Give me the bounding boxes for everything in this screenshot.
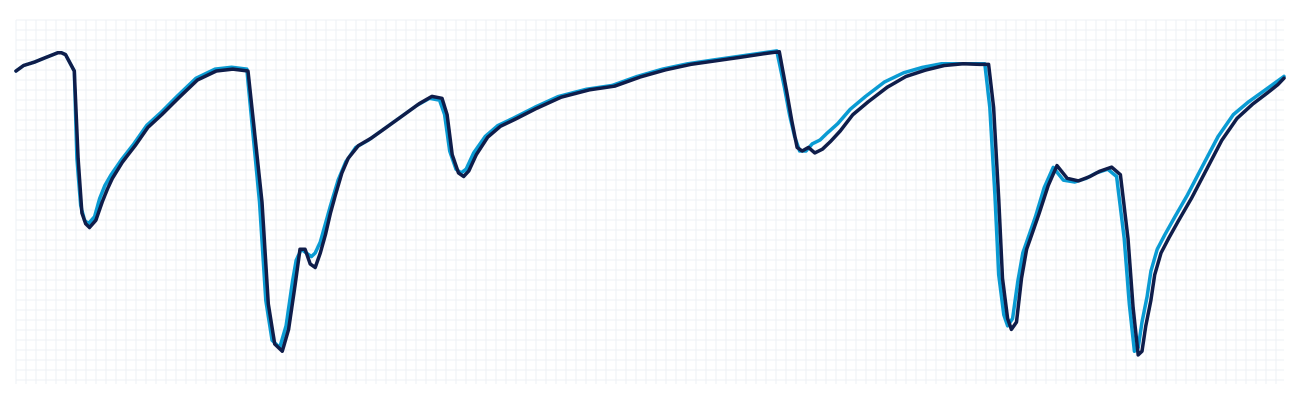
chart-grid: [15, 19, 1284, 384]
series-line-2: [14, 49, 1286, 357]
series-layer: [14, 49, 1286, 357]
